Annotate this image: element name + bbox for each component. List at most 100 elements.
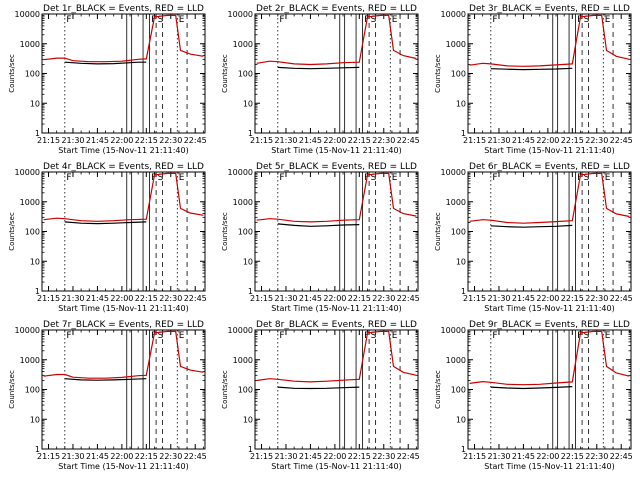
event-marker-label: F	[279, 173, 284, 183]
chart-title: Det 5r_BLACK = Events, RED = LLD	[256, 162, 417, 172]
series-line-lld	[469, 14, 630, 67]
y-axis-label: Counts/sec	[8, 212, 16, 251]
chart-panel-3: Det 3r_BLACK = Events, RED = LLD 1 10 100 10…	[434, 4, 633, 155]
x-tick-label: 22:00	[536, 136, 559, 145]
x-tick-label: 22:45	[397, 136, 420, 145]
event-marker-label: S	[158, 15, 164, 25]
series-line-lld	[43, 330, 204, 379]
x-tick-label: 22:15	[561, 136, 584, 145]
x-axis-label: Start Time (15-Nov-11 21:11:40)	[271, 146, 401, 155]
chart-panel-1: Det 1r_BLACK = Events, RED = LLD 1 10 100 10…	[8, 4, 207, 155]
event-marker-label: E	[179, 331, 185, 341]
series-line-lld	[43, 14, 204, 63]
y-tick-label: 100	[451, 228, 466, 237]
x-tick-label: 22:45	[610, 294, 633, 303]
x-tick-label: 21:30	[274, 136, 297, 145]
series-line-events	[64, 61, 147, 65]
y-tick-label: 1	[461, 445, 466, 454]
y-tick-label: 10	[456, 257, 466, 266]
event-marker-label: E	[392, 173, 398, 183]
x-tick-label: 22:00	[536, 294, 559, 303]
y-tick-label: 1000	[20, 40, 40, 49]
panel-grid: Det 1r_BLACK = Events, RED = LLD 1 10 100 10…	[8, 4, 633, 471]
y-tick-label: 10	[30, 257, 40, 266]
event-marker-label: E	[392, 15, 398, 25]
y-tick-label: 10	[243, 257, 253, 266]
x-tick-label: 21:15	[463, 294, 486, 303]
x-tick-label: 22:00	[110, 452, 133, 461]
y-tick-label: 1000	[20, 356, 40, 365]
chart-panel-2: Det 2r_BLACK = Events, RED = LLD 1 10 100 10…	[221, 4, 420, 155]
x-axis-label: Start Time (15-Nov-11 21:11:40)	[484, 304, 614, 313]
x-tick-label: 21:45	[299, 452, 322, 461]
y-axis-label: Counts/sec	[8, 54, 16, 93]
event-marker-label: F	[492, 331, 497, 341]
y-tick-label: 10000	[15, 326, 40, 335]
event-marker-label: S	[158, 173, 164, 183]
y-tick-label: 100	[238, 228, 253, 237]
y-tick-label: 1	[35, 287, 40, 296]
series-line-events	[277, 66, 360, 70]
chart-title: Det 6r_BLACK = Events, RED = LLD	[469, 162, 630, 172]
y-tick-label: 10000	[15, 168, 40, 177]
x-tick-label: 21:15	[37, 452, 60, 461]
chart-title: Det 2r_BLACK = Events, RED = LLD	[256, 4, 417, 14]
x-tick-label: 21:45	[512, 452, 535, 461]
y-tick-label: 100	[25, 228, 40, 237]
x-tick-label: 21:15	[250, 452, 273, 461]
series-line-lld	[256, 172, 417, 223]
event-marker-label: F	[66, 15, 71, 25]
event-marker-label: E	[392, 331, 398, 341]
x-tick-label: 22:30	[159, 136, 182, 145]
x-tick-label: 21:30	[274, 294, 297, 303]
chart-panel-5: Det 5r_BLACK = Events, RED = LLD 1 10 100 10…	[221, 162, 420, 313]
x-tick-label: 22:45	[397, 294, 420, 303]
y-tick-label: 1	[35, 129, 40, 138]
y-tick-label: 10000	[441, 326, 466, 335]
event-marker-label: F	[66, 331, 71, 341]
x-tick-label: 22:30	[159, 294, 182, 303]
x-tick-label: 22:00	[536, 452, 559, 461]
x-tick-label: 22:00	[323, 294, 346, 303]
x-tick-label: 21:30	[274, 452, 297, 461]
y-tick-label: 1	[35, 445, 40, 454]
x-tick-label: 22:15	[348, 136, 371, 145]
y-tick-label: 10000	[441, 10, 466, 19]
chart-title: Det 8r_BLACK = Events, RED = LLD	[256, 320, 417, 330]
y-tick-label: 100	[25, 386, 40, 395]
x-tick-label: 21:45	[86, 452, 109, 461]
event-marker-label: F	[492, 15, 497, 25]
y-tick-label: 100	[238, 386, 253, 395]
x-tick-label: 22:00	[110, 294, 133, 303]
x-tick-label: 22:30	[585, 452, 608, 461]
chart-panel-9: Det 9r_BLACK = Events, RED = LLD 1 10 100 10…	[434, 320, 633, 471]
event-marker-label: E	[605, 173, 611, 183]
x-axis-label: Start Time (15-Nov-11 21:11:40)	[484, 462, 614, 471]
x-axis-label: Start Time (15-Nov-11 21:11:40)	[271, 462, 401, 471]
chart-title: Det 1r_BLACK = Events, RED = LLD	[43, 4, 204, 14]
y-tick-label: 1000	[20, 198, 40, 207]
y-tick-label: 1000	[233, 356, 253, 365]
y-tick-label: 1000	[233, 198, 253, 207]
event-marker-label: S	[584, 331, 590, 341]
x-tick-label: 22:00	[323, 452, 346, 461]
event-marker-label: S	[371, 15, 377, 25]
x-tick-label: 21:45	[299, 136, 322, 145]
y-tick-label: 10	[456, 99, 466, 108]
x-tick-label: 22:15	[561, 452, 584, 461]
y-axis-label: Counts/sec	[221, 370, 229, 409]
y-tick-label: 1	[248, 129, 253, 138]
x-tick-label: 22:45	[610, 452, 633, 461]
y-tick-label: 10000	[441, 168, 466, 177]
series-line-events	[64, 221, 147, 225]
y-axis-label: Counts/sec	[221, 54, 229, 93]
chart-title: Det 4r_BLACK = Events, RED = LLD	[43, 162, 204, 172]
y-tick-label: 10000	[228, 168, 253, 177]
x-tick-label: 22:45	[397, 452, 420, 461]
y-tick-label: 1	[248, 445, 253, 454]
series-line-lld	[469, 172, 630, 224]
y-tick-label: 10000	[228, 10, 253, 19]
x-tick-label: 22:15	[348, 452, 371, 461]
event-marker-label: F	[279, 331, 284, 341]
